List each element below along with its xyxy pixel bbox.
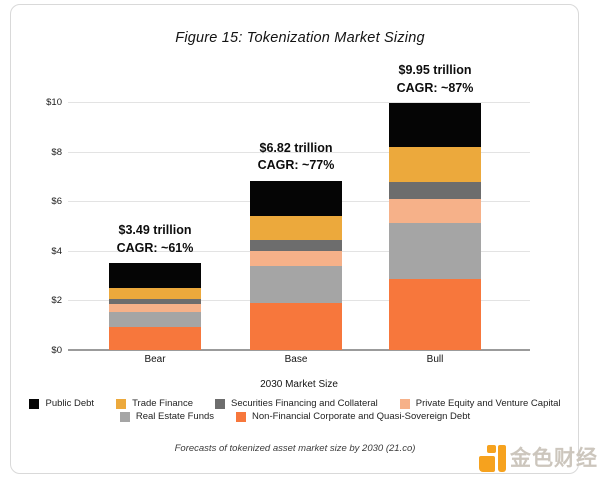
bar-segment (109, 312, 201, 327)
legend-swatch (214, 398, 225, 409)
annotation-base: $6.82 trillion CAGR: ~77% (258, 140, 335, 175)
legend-item: Non-Financial Corporate and Quasi-Sovere… (236, 411, 470, 422)
bar-bear (109, 263, 201, 350)
legend-swatch (116, 398, 127, 409)
y-tick-label: $0 (51, 345, 62, 356)
gridline (68, 151, 530, 153)
bar-segment (389, 182, 481, 199)
y-tick-label: $8 (51, 146, 62, 158)
category-label-bear: Bear (144, 354, 166, 365)
jinse-watermark: 金色财经 (479, 445, 598, 472)
bar-base (250, 180, 342, 350)
annotation-total: $9.95 trillion (398, 63, 472, 78)
jinse-logo-text: 金色财经 (510, 447, 598, 470)
y-tick-label: $10 (46, 97, 62, 108)
legend-row-1: Public Debt Trade Finance Securities Finan… (10, 398, 580, 409)
bar-segment (109, 326, 201, 350)
bar-segment (389, 223, 481, 280)
bar-segment (250, 216, 342, 240)
annotation-cagr: CAGR: ~77% (257, 158, 335, 173)
bar-segment (250, 266, 342, 304)
legend-item: Real Estate Funds (119, 411, 215, 422)
bar-segment (109, 304, 201, 313)
legend-label: Public Debt (45, 398, 95, 409)
category-label-bull: Bull (426, 354, 444, 365)
legend-swatch (29, 398, 40, 409)
chart-title: Figure 15: Tokenization Market Sizing (175, 30, 425, 46)
annotation-total: $6.82 trillion (259, 140, 333, 155)
legend-label: Private Equity and Venture Capital (415, 398, 561, 409)
jinse-logo-icon (479, 445, 506, 472)
bar-segment (389, 146, 481, 183)
annotation-bull: $9.95 trillion CAGR: ~87% (397, 62, 474, 97)
annotation-total: $3.49 trillion (118, 223, 192, 238)
legend-label: Securities Financing and Collateral (230, 398, 378, 409)
y-tick-label: $4 (51, 245, 62, 257)
legend-item: Trade Finance (116, 398, 193, 409)
legend-row-2: Real Estate Funds Non-Financial Corporate… (10, 411, 580, 422)
legend-label: Real Estate Funds (135, 411, 215, 422)
figure-caption: Forecasts of tokenized asset market size… (174, 443, 416, 454)
category-label-base: Base (284, 354, 308, 365)
bar-segment (389, 279, 481, 350)
annotation-bear: $3.49 trillion CAGR: ~61% (117, 222, 194, 257)
bar-segment (109, 299, 201, 305)
bar-segment (109, 263, 201, 289)
bar-segment (250, 251, 342, 267)
gridline (68, 102, 530, 103)
bar-segment (250, 303, 342, 350)
bar-segment (250, 180, 342, 217)
x-axis-line (68, 349, 530, 351)
legend-item: Public Debt (29, 398, 94, 409)
annotation-cagr: CAGR: ~87% (396, 80, 474, 95)
bar-segment (109, 288, 201, 300)
legend-swatch (236, 411, 247, 422)
legend-swatch (399, 398, 410, 409)
annotation-cagr: CAGR: ~61% (116, 240, 194, 255)
bar-segment (250, 239, 342, 252)
legend-label: Non-Financial Corporate and Quasi-Sovere… (252, 411, 471, 422)
legend-item: Private Equity and Venture Capital (399, 398, 561, 409)
x-axis-label: 2030 Market Size (260, 379, 338, 390)
bar-segment (389, 198, 481, 224)
legend-label: Trade Finance (132, 398, 193, 409)
y-tick-label: $2 (51, 295, 62, 307)
y-tick-label: $6 (51, 196, 62, 208)
bar-segment (389, 103, 481, 147)
bar-bull (389, 103, 481, 350)
legend-swatch (119, 411, 130, 422)
legend-item: Securities Financing and Collateral (214, 398, 378, 409)
